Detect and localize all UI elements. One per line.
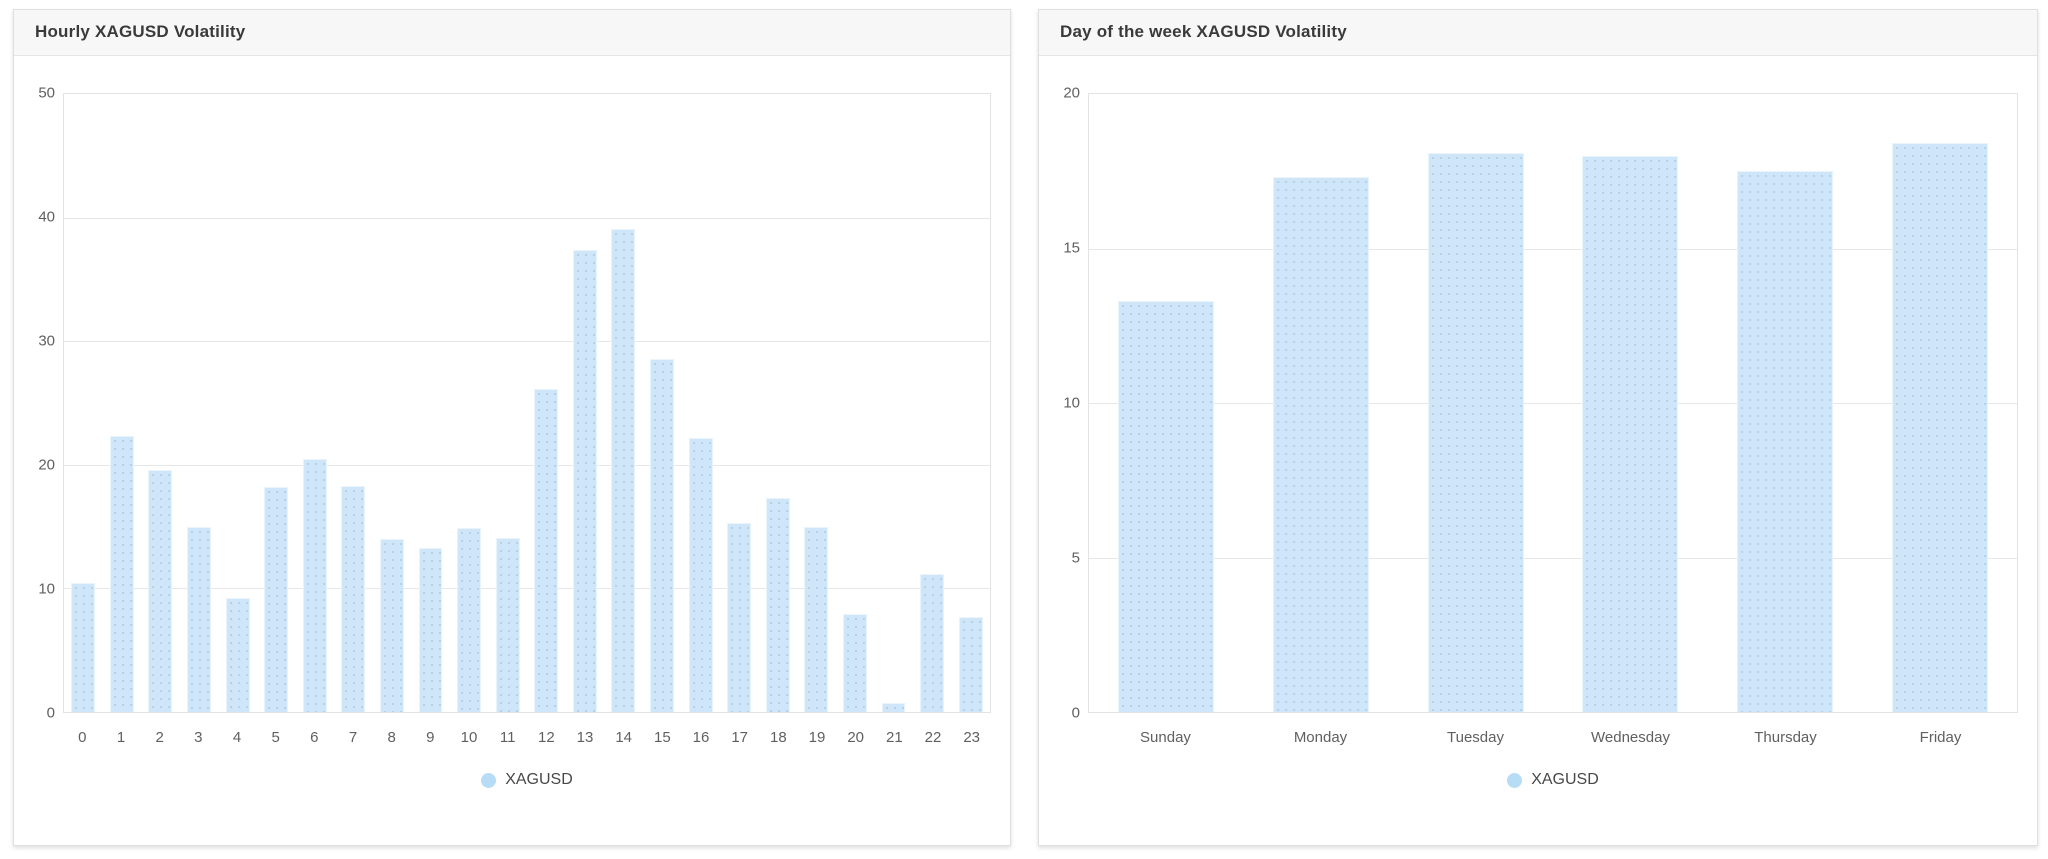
daily-volatility-card: Day of the week XAGUSD Volatility 0 5 10 15…	[1038, 9, 2038, 846]
x-tick-label: 7	[348, 729, 358, 746]
legend-item-xagusd[interactable]: XAGUSD	[1088, 771, 2018, 789]
x-tick-label: 10	[460, 729, 478, 746]
plot-area	[63, 93, 991, 713]
gridline	[1089, 557, 2017, 559]
bar-17[interactable]	[727, 522, 752, 712]
bar-8[interactable]	[380, 538, 404, 712]
y-tick-label: 10	[1063, 394, 1080, 412]
y-tick-label: 40	[38, 208, 55, 226]
x-tick-label: 9	[426, 729, 435, 746]
plot-area	[1088, 93, 2018, 713]
x-tick-label: 17	[731, 729, 748, 746]
bar-3[interactable]	[187, 526, 211, 712]
bar-7[interactable]	[341, 485, 366, 712]
bar-13[interactable]	[572, 249, 597, 712]
bar-12[interactable]	[534, 389, 559, 712]
x-tick-label: 21	[885, 729, 903, 746]
x-tick-label: 18	[769, 729, 787, 746]
x-tick-label: Tuesday	[1447, 729, 1504, 746]
bar-4[interactable]	[225, 598, 250, 712]
y-tick-label: 10	[38, 580, 55, 598]
bar-14[interactable]	[611, 228, 636, 712]
bar-Monday[interactable]	[1273, 177, 1369, 712]
gridline	[64, 217, 990, 219]
x-axis: 0 1 2 3 4 5 6 7 8 9 10 11 12 13 14 15 16 17 18 19 20 21 22 23	[63, 729, 991, 749]
x-tick-label: Friday	[1919, 729, 1962, 746]
bar-16[interactable]	[688, 437, 713, 712]
x-tick-label: 23	[963, 729, 980, 746]
bar-0[interactable]	[71, 583, 96, 712]
y-tick-label: 0	[46, 704, 55, 722]
bar-10[interactable]	[457, 527, 482, 712]
x-tick-label: 6	[310, 729, 319, 746]
x-tick-label: 14	[615, 729, 632, 746]
bar-Wednesday[interactable]	[1582, 155, 1679, 712]
gridline	[64, 588, 990, 590]
daily-chart-title: Day of the week XAGUSD Volatility	[1060, 22, 1347, 41]
x-tick-label: 4	[232, 729, 242, 746]
x-tick-label: Sunday	[1140, 729, 1191, 746]
x-tick-label: 22	[924, 729, 942, 746]
legend-label: XAGUSD	[505, 771, 573, 788]
gridline	[64, 464, 990, 466]
hourly-card-header: Hourly XAGUSD Volatility	[14, 10, 1010, 56]
x-tick-label: 2	[155, 729, 164, 746]
bar-6[interactable]	[302, 458, 327, 712]
y-axis: 0 10 20 30 40 50	[27, 86, 63, 721]
y-tick-label: 50	[38, 84, 55, 102]
x-tick-label: 0	[78, 729, 87, 746]
bar-22[interactable]	[920, 573, 945, 712]
bar-2[interactable]	[148, 469, 173, 712]
x-tick-label: 1	[116, 729, 126, 746]
x-tick-label: 20	[847, 729, 864, 746]
bar-9[interactable]	[418, 547, 443, 712]
hourly-chart: 0 10 20 30 40 50 0 1 2 3 4 5 6 7 8 9 10 11 12 13 14 15 16 17 18…	[14, 56, 1010, 789]
legend-marker-icon	[481, 772, 497, 788]
x-tick-label: Wednesday	[1591, 729, 1670, 746]
x-tick-label: Thursday	[1754, 729, 1817, 746]
bar-Friday[interactable]	[1891, 143, 1988, 712]
x-axis: Sunday Monday Tuesday Wednesday Thursday Frid…	[1088, 729, 2018, 749]
x-tick-label: Monday	[1293, 729, 1348, 746]
y-tick-label: 20	[38, 456, 55, 474]
bar-Tuesday[interactable]	[1427, 152, 1524, 712]
y-tick-label: 5	[1071, 549, 1080, 567]
y-tick-label: 30	[38, 332, 55, 350]
gridline	[1089, 248, 2017, 250]
hourly-chart-title: Hourly XAGUSD Volatility	[35, 22, 246, 41]
bar-11[interactable]	[495, 537, 520, 712]
bar-1[interactable]	[109, 436, 134, 712]
x-tick-label: 8	[387, 729, 396, 746]
daily-chart: 0 5 10 15 20 Sunday Monday Tuesday Wednesday Thu…	[1039, 56, 2037, 789]
daily-card-header: Day of the week XAGUSD Volatility	[1039, 10, 2037, 56]
y-axis: 0 5 10 15 20	[1052, 86, 1088, 721]
x-tick-label: 13	[576, 729, 594, 746]
bar-Sunday[interactable]	[1118, 301, 1215, 712]
legend-item-xagusd[interactable]: XAGUSD	[63, 771, 991, 789]
x-tick-label: 11	[499, 729, 516, 746]
bar-15[interactable]	[650, 358, 674, 712]
x-tick-label: 15	[653, 729, 671, 746]
bar-Thursday[interactable]	[1737, 171, 1833, 712]
x-tick-label: 12	[537, 729, 555, 746]
bar-21[interactable]	[881, 703, 906, 712]
y-tick-label: 20	[1063, 84, 1080, 102]
y-tick-label: 15	[1063, 239, 1080, 257]
x-tick-label: 5	[271, 729, 280, 746]
legend-label: XAGUSD	[1531, 771, 1599, 788]
gridline	[1089, 403, 2017, 404]
x-tick-label: 3	[194, 729, 203, 746]
bar-19[interactable]	[804, 526, 829, 712]
x-tick-label: 16	[692, 729, 710, 746]
legend-marker-icon	[1507, 772, 1523, 788]
bar-18[interactable]	[765, 498, 790, 712]
bar-20[interactable]	[843, 614, 867, 712]
bar-5[interactable]	[264, 487, 289, 712]
y-tick-label: 0	[1071, 704, 1080, 722]
x-tick-label: 19	[808, 729, 826, 746]
gridline	[64, 341, 990, 343]
bar-23[interactable]	[958, 616, 983, 712]
